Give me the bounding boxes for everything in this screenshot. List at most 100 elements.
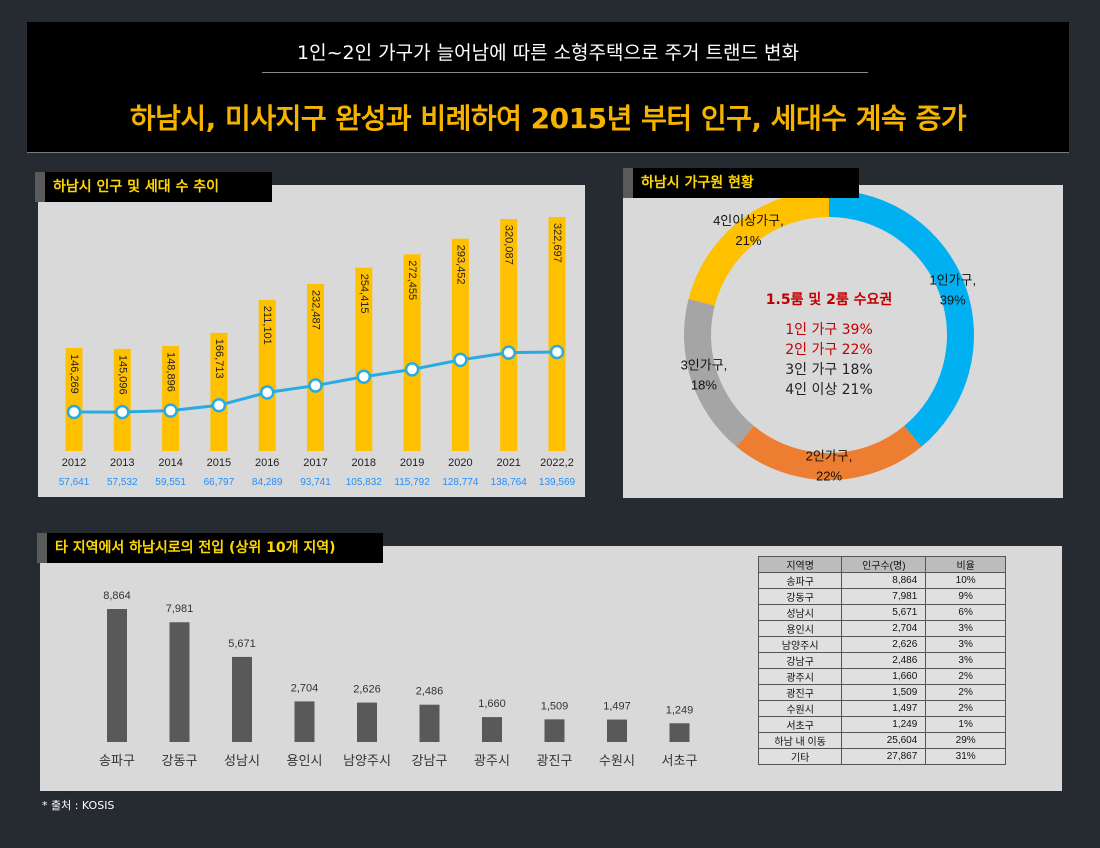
migration-chart: 8,864 송파구 7,981 강동구 5,671 성남시 2,704 용인시 2,626 남양주… — [99, 590, 697, 768]
donut-slice-percent: 18% — [691, 378, 717, 393]
households-point — [66, 404, 82, 420]
population-bar — [548, 217, 566, 451]
donut-center-text: 1.5룸 및 2룸 수요권 1인 가구 39% 2인 가구 22% 3인 가구 … — [723, 290, 935, 400]
population-year-label: 2013 — [110, 457, 134, 469]
population-year-label: 2022,2 — [540, 457, 574, 469]
table-row: 강남구 2,486 3% — [757, 652, 1006, 669]
households-point — [163, 403, 178, 418]
donut-slice-label: 4인이상가구, — [713, 213, 784, 228]
migration-category-label: 성남시 — [224, 753, 260, 768]
population-bar — [113, 348, 131, 451]
table-cell: 8,864 — [841, 572, 927, 589]
population-bar-label: 320,087 — [503, 225, 515, 265]
table-cell: 27,867 — [841, 748, 927, 765]
population-panel-title: 하남시 인구 및 세대 수 추이 — [35, 172, 272, 202]
population-bar-label: 146,269 — [68, 354, 80, 394]
table-cell: 1,497 — [841, 700, 927, 717]
migration-bar-label: 1,509 — [541, 700, 569, 712]
migration-bar — [607, 719, 627, 742]
table-cell: 9% — [925, 588, 1006, 605]
table-cell: 3% — [925, 652, 1006, 669]
population-year-label: 2018 — [352, 457, 376, 469]
households-count-label: 57,641 — [59, 477, 90, 488]
table-cell: 3% — [925, 620, 1006, 637]
table-cell: 10% — [925, 572, 1006, 589]
table-cell: 1% — [925, 716, 1006, 733]
migration-bar-label: 1,497 — [603, 701, 631, 713]
table-cell: 용인시 — [757, 620, 843, 637]
table-cell: 1,249 — [841, 716, 927, 733]
table-row: 광진구 1,509 2% — [757, 684, 1006, 701]
table-row: 하남 내 이동 25,604 29% — [757, 732, 1006, 749]
donut-slice — [736, 425, 922, 480]
table-cell: 2% — [925, 684, 1006, 701]
households-point — [356, 369, 372, 384]
donut-slice-percent: 39% — [940, 292, 966, 307]
table-cell: 1,509 — [841, 684, 927, 701]
table-cell: 강남구 — [757, 652, 843, 669]
table-cell: 25,604 — [841, 732, 927, 749]
population-year-label: 2021 — [496, 457, 520, 469]
table-row: 송파구 8,864 10% — [757, 572, 1006, 589]
population-bar-label: 322,697 — [551, 223, 563, 263]
households-count-label: 138,764 — [491, 477, 528, 488]
migration-category-label: 수원시 — [599, 753, 635, 768]
migration-bar — [294, 701, 315, 742]
population-bar-label: 145,096 — [116, 355, 128, 395]
migration-bar-label: 2,704 — [291, 682, 319, 694]
table-header: 비율 — [925, 556, 1006, 573]
migration-category-label: 광진구 — [537, 753, 573, 768]
migration-bar-label: 7,981 — [166, 603, 194, 615]
migration-panel-title: 타 지역에서 하남시로의 전입 (상위 10개 지역) — [37, 533, 383, 563]
table-row: 성남시 5,671 6% — [757, 604, 1006, 621]
table-cell: 3% — [925, 636, 1006, 653]
households-count-label: 115,792 — [394, 477, 430, 488]
households-count-label: 139,569 — [539, 477, 576, 488]
table-cell: 1,660 — [841, 668, 927, 685]
households-donut-chart: 1인가구, 39% 2인가구, 22% 3인가구, 18% 4인이상가구, 21% — [681, 190, 976, 484]
donut-slice-percent: 21% — [735, 233, 761, 248]
source-note: * 출처 : KOSIS — [42, 799, 115, 812]
donut-slice — [829, 190, 974, 447]
donut-center-title: 1.5룸 및 2룸 수요권 — [765, 292, 893, 308]
population-bar-label: 232,487 — [310, 290, 322, 330]
table-row: 기타 27,867 31% — [757, 748, 1006, 765]
table-row: 용인시 2,704 3% — [757, 620, 1006, 637]
migration-bar-label: 8,864 — [103, 590, 131, 602]
households-point — [211, 398, 227, 413]
population-bar-label: 254,415 — [358, 274, 370, 314]
table-row: 남양주시 2,626 3% — [757, 636, 1006, 653]
donut-center-line: 3인 가구 18% — [785, 362, 873, 378]
households-count-label: 128,774 — [442, 477, 479, 488]
migration-category-label: 용인시 — [287, 753, 323, 768]
population-bar-label: 211,101 — [261, 306, 273, 345]
header-title: 하남시, 미사지구 완성과 비례하여 2015년 부터 인구, 세대수 계속 증… — [129, 102, 967, 135]
households-point — [501, 345, 516, 360]
table-header: 인구수(명) — [841, 556, 927, 573]
migration-category-label: 강동구 — [162, 753, 198, 768]
donut-center-line: 1인 가구 39% — [785, 322, 873, 338]
households-point — [549, 344, 565, 360]
table-cell: 31% — [925, 748, 1006, 765]
migration-bar-label: 2,626 — [353, 684, 381, 696]
header-subtitle: 1인~2인 가구가 늘어남에 따른 소형주택으로 주거 트랜드 변화 — [297, 42, 799, 64]
population-bar — [162, 346, 180, 451]
migration-bar — [107, 609, 127, 742]
migration-bar — [544, 719, 565, 742]
households-panel-title: 하남시 가구원 현황 — [623, 168, 859, 198]
population-bar — [65, 348, 83, 451]
migration-category-label: 송파구 — [99, 753, 135, 768]
population-bar — [307, 283, 324, 451]
table-cell: 광진구 — [757, 684, 843, 701]
header-banner: 1인~2인 가구가 늘어남에 따른 소형주택으로 주거 트랜드 변화 하남시, … — [27, 22, 1069, 153]
population-bar — [500, 218, 518, 451]
donut-slice — [684, 298, 754, 447]
population-bar-label: 293,452 — [454, 245, 466, 285]
migration-bar — [669, 723, 690, 742]
donut-slice-label: 2인가구, — [806, 449, 853, 464]
households-count-label: 57,532 — [107, 477, 138, 488]
households-point — [259, 385, 275, 400]
table-cell: 서초구 — [757, 716, 843, 733]
population-year-label: 2014 — [158, 457, 182, 469]
table-cell: 수원시 — [757, 700, 843, 717]
